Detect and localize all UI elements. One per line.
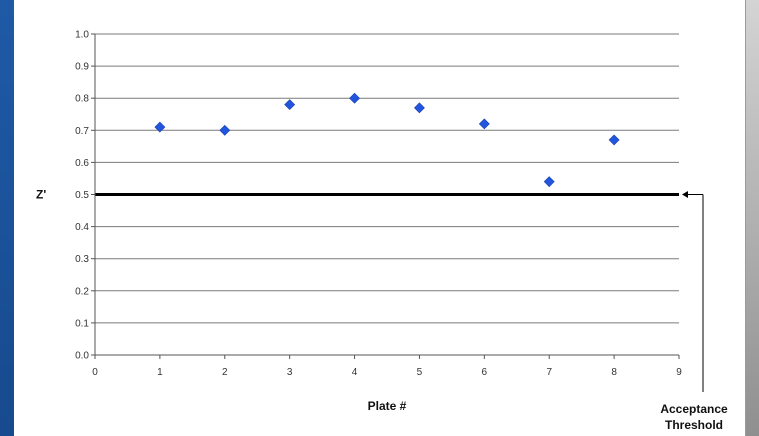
data-point xyxy=(543,176,555,188)
y-tick-label: 0.7 xyxy=(75,126,89,137)
data-point xyxy=(414,102,425,114)
y-tick-label: 0.8 xyxy=(75,94,89,105)
y-tick-label: 0.0 xyxy=(75,351,89,362)
y-tick-label: 0.2 xyxy=(75,286,89,297)
x-tick-label: 4 xyxy=(352,367,358,378)
y-tick-label: 0.1 xyxy=(75,318,89,329)
y-tick-label: 0.3 xyxy=(75,254,89,265)
x-tick-label: 6 xyxy=(482,367,488,378)
x-tick-label: 5 xyxy=(417,367,423,378)
chart-panel: 0.0 0.1 0.2 0.3 0.4 0.5 0.6 0.7 0.8 0.9 1.0 0 1 2 3 4 5 6… xyxy=(14,0,746,436)
gridlines xyxy=(95,33,679,324)
y-tick-label: 0.5 xyxy=(75,190,89,201)
x-tick-label: 9 xyxy=(676,367,682,378)
threshold-label-line2: Threshold xyxy=(665,418,723,432)
data-point xyxy=(219,124,231,136)
x-tick-label: 7 xyxy=(546,367,552,378)
axes: 0.0 0.1 0.2 0.3 0.4 0.5 0.6 0.7 0.8 0.9 1.0 0 1 2 3 4 5 6… xyxy=(75,30,682,379)
data-point xyxy=(349,92,360,104)
data-point xyxy=(154,121,166,133)
y-axis-title: Z' xyxy=(36,188,46,202)
x-tick-label: 2 xyxy=(222,367,228,378)
left-accent-bar xyxy=(0,0,14,436)
x-tick-label: 1 xyxy=(157,367,163,378)
data-point xyxy=(608,134,620,146)
threshold-label-line1: Acceptance xyxy=(660,402,728,416)
data-points xyxy=(154,92,620,188)
y-tick-label: 0.9 xyxy=(75,62,89,73)
y-tick-label: 1.0 xyxy=(75,30,89,41)
y-tick-label: 0.4 xyxy=(75,222,89,233)
data-point xyxy=(478,118,490,130)
x-tick-label: 3 xyxy=(287,367,293,378)
x-tick-label: 0 xyxy=(92,367,98,378)
x-axis-title: Plate # xyxy=(368,399,407,413)
annotation-arrowhead xyxy=(682,191,688,198)
scatter-chart: 0.0 0.1 0.2 0.3 0.4 0.5 0.6 0.7 0.8 0.9 1.0 0 1 2 3 4 5 6… xyxy=(36,30,728,433)
threshold-annotation: Acceptance Threshold xyxy=(660,191,728,432)
data-point xyxy=(284,99,296,111)
x-tick-label: 8 xyxy=(611,367,617,378)
y-tick-label: 0.6 xyxy=(75,158,89,169)
